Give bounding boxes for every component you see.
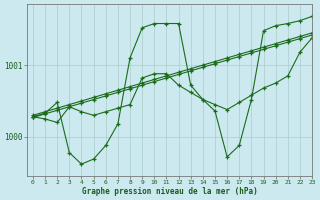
X-axis label: Graphe pression niveau de la mer (hPa): Graphe pression niveau de la mer (hPa) [82, 187, 257, 196]
